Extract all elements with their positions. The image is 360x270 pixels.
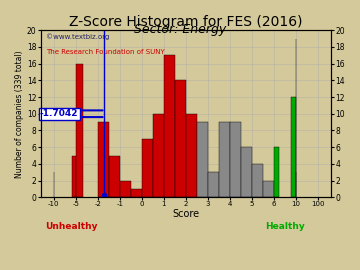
- Text: Healthy: Healthy: [265, 222, 305, 231]
- Y-axis label: Number of companies (339 total): Number of companies (339 total): [15, 50, 24, 178]
- Text: Unhealthy: Unhealthy: [45, 222, 98, 231]
- Title: Z-Score Histogram for FES (2016): Z-Score Histogram for FES (2016): [69, 15, 303, 29]
- Bar: [153, 114, 163, 197]
- Text: ©www.textbiz.org: ©www.textbiz.org: [46, 33, 110, 40]
- Bar: [131, 189, 141, 197]
- Bar: [197, 122, 208, 197]
- Text: Sector: Energy: Sector: Energy: [134, 23, 226, 36]
- Text: The Research Foundation of SUNY: The Research Foundation of SUNY: [46, 49, 165, 55]
- Bar: [164, 55, 175, 197]
- X-axis label: Score: Score: [172, 209, 199, 219]
- Bar: [109, 156, 120, 197]
- Bar: [230, 122, 240, 197]
- Bar: [98, 122, 109, 197]
- Bar: [186, 114, 197, 197]
- Bar: [72, 156, 76, 197]
- Bar: [263, 181, 274, 197]
- Bar: [120, 181, 131, 197]
- Bar: [219, 122, 230, 197]
- Bar: [274, 147, 279, 197]
- Bar: [291, 97, 296, 197]
- Bar: [241, 147, 252, 197]
- Bar: [175, 80, 186, 197]
- Text: -1.7042: -1.7042: [40, 109, 78, 118]
- Bar: [76, 64, 83, 197]
- Bar: [252, 164, 263, 197]
- Bar: [142, 139, 153, 197]
- Bar: [208, 172, 219, 197]
